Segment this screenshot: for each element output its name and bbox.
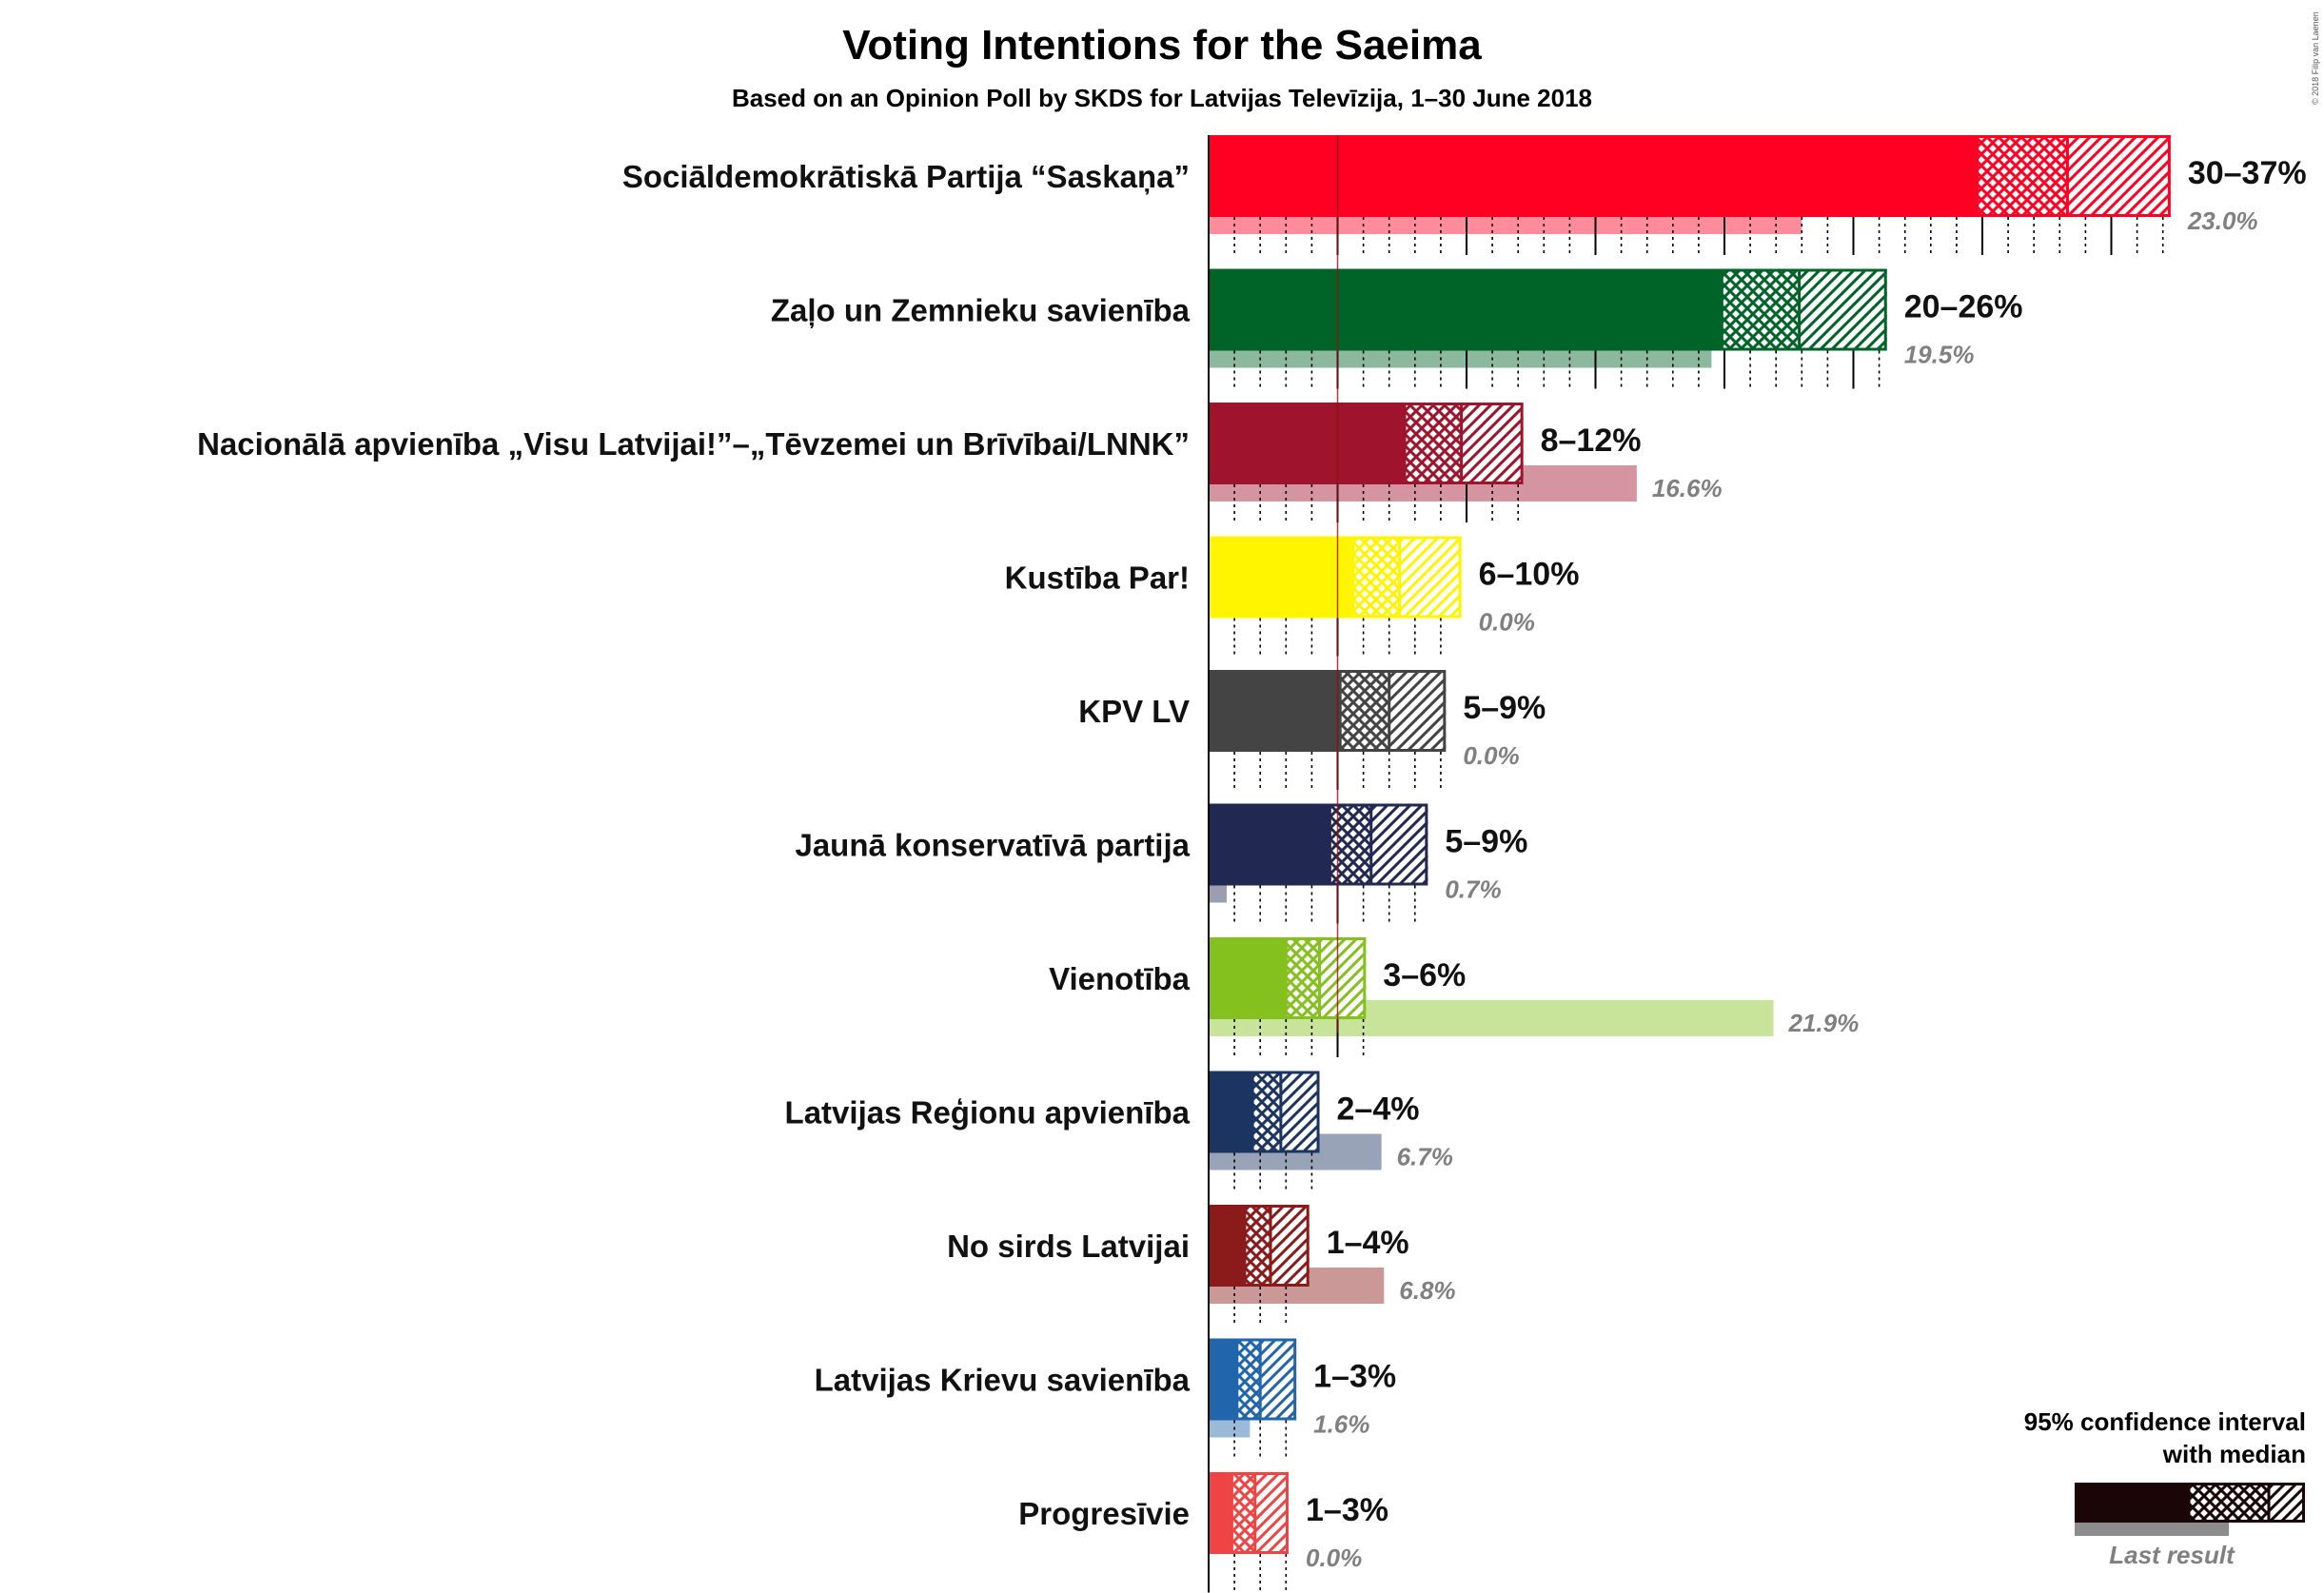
interval-solid-bar [1209, 1205, 1245, 1287]
range-label: 5–9% [1463, 690, 1546, 726]
last-result-label: 0.0% [1306, 1544, 1362, 1572]
legend-upper-half-swatch [2269, 1483, 2305, 1523]
last-result-label: 21.9% [1787, 1009, 1859, 1037]
range-label: 20–26% [1904, 289, 2023, 325]
legend-outline [2187, 1483, 2305, 1523]
interval-upper-half [1254, 1472, 1290, 1554]
interval-outline [1328, 803, 1428, 886]
interval-outline [1243, 1205, 1310, 1287]
party-label: Progresīvie [1018, 1496, 1190, 1531]
party-label: Nacionālā apvienība „Visu Latvijai!”–„Tē… [197, 426, 1190, 462]
range-label: 3–6% [1383, 957, 1466, 993]
interval-outline [1976, 135, 2171, 217]
interval-outline [1351, 536, 1462, 619]
party-label: Zaļo un Zemnieku savienība [771, 293, 1191, 328]
party-label: KPV LV [1078, 694, 1190, 729]
bars-layer: Sociāldemokrātiskā Partija “Saskaņa” 30–3… [197, 135, 2307, 1593]
party-label: Vienotība [1049, 961, 1191, 996]
interval-upper-half [1260, 1338, 1297, 1421]
interval-outline [1403, 403, 1524, 484]
range-label: 30–37% [2188, 155, 2307, 191]
last-result-label: 0.0% [1463, 741, 1519, 770]
interval-lower-half [1252, 1071, 1281, 1153]
interval-outline [1235, 1338, 1297, 1421]
interval-upper-half [1319, 937, 1367, 1019]
range-label: 1–3% [1306, 1492, 1388, 1528]
interval-upper-half [1461, 403, 1524, 484]
last-result-label: 6.7% [1397, 1143, 1453, 1171]
interval-solid-bar [1209, 670, 1341, 752]
interval-solid-bar [1209, 1472, 1232, 1554]
last-result-label: 23.0% [2187, 206, 2258, 235]
interval-solid-bar [1209, 403, 1405, 484]
legend-solid-swatch [2075, 1483, 2189, 1523]
interval-lower-half [1236, 1338, 1261, 1421]
interval-lower-half [1404, 403, 1462, 484]
party-label: Latvijas Krievu savienība [815, 1363, 1191, 1398]
interval-upper-half [1270, 1205, 1310, 1287]
interval-lower-half [1231, 1472, 1255, 1554]
party-label: No sirds Latvijai [947, 1229, 1190, 1264]
interval-upper-half [1388, 670, 1447, 752]
legend-title-line1: 95% confidence interval [2024, 1407, 2306, 1436]
last-result-label: 19.5% [1904, 341, 1975, 369]
interval-solid-bar [1209, 268, 1723, 351]
legend-lower-half-swatch [2189, 1483, 2269, 1523]
legend-title-line2: with median [2162, 1440, 2306, 1468]
interval-outline [1284, 937, 1367, 1019]
range-label: 1–3% [1313, 1359, 1396, 1395]
interval-lower-half [1340, 670, 1389, 752]
interval-lower-half [1286, 937, 1320, 1019]
chart-title: Voting Intentions for the Saeima [842, 22, 1482, 69]
range-label: 2–4% [1337, 1092, 1420, 1128]
interval-upper-half [1399, 536, 1462, 619]
interval-lower-half [1722, 268, 1800, 351]
party-label: Kustība Par! [1005, 560, 1190, 596]
range-label: 6–10% [1479, 557, 1580, 593]
last-result-label: 16.6% [1652, 474, 1723, 502]
legend-last-result-label: Last result [2109, 1541, 2235, 1569]
interval-solid-bar [1209, 1338, 1237, 1421]
range-label: 5–9% [1445, 824, 1527, 860]
legend: 95% confidence interval with median Last… [2024, 1407, 2306, 1569]
interval-solid-bar [1209, 135, 1978, 217]
interval-upper-half [2067, 135, 2171, 217]
interval-outline [1251, 1071, 1320, 1153]
range-label: 1–4% [1327, 1225, 1409, 1261]
interval-upper-half [1370, 803, 1428, 886]
interval-upper-half [1280, 1071, 1320, 1153]
interval-outline [1338, 670, 1447, 752]
interval-lower-half [1329, 803, 1371, 886]
interval-solid-bar [1209, 536, 1353, 619]
interval-solid-bar [1209, 1071, 1253, 1153]
party-label: Sociāldemokrātiskā Partija “Saskaņa” [622, 159, 1190, 194]
last-result-label: 1.6% [1313, 1410, 1369, 1439]
last-result-label: 0.0% [1479, 608, 1535, 637]
interval-solid-bar [1209, 803, 1330, 886]
last-result-label: 6.8% [1399, 1276, 1455, 1305]
last-result-label: 0.7% [1445, 875, 1501, 904]
party-label: Jaunā konservatīvā partija [795, 828, 1190, 863]
interval-lower-half [1352, 536, 1400, 619]
chart-subtitle: Based on an Opinion Poll by SKDS for Lat… [732, 84, 1592, 112]
copyright-notice: © 2018 Filip van Laenen [2311, 11, 2320, 105]
interval-outline [1720, 268, 1887, 351]
interval-lower-half [1244, 1205, 1271, 1287]
interval-solid-bar [1209, 937, 1287, 1019]
interval-lower-half [1977, 135, 2068, 217]
range-label: 8–12% [1541, 423, 1642, 459]
interval-upper-half [1799, 268, 1887, 351]
party-label: Latvijas Reģionu apvienība [785, 1095, 1191, 1131]
interval-outline [1230, 1472, 1290, 1554]
